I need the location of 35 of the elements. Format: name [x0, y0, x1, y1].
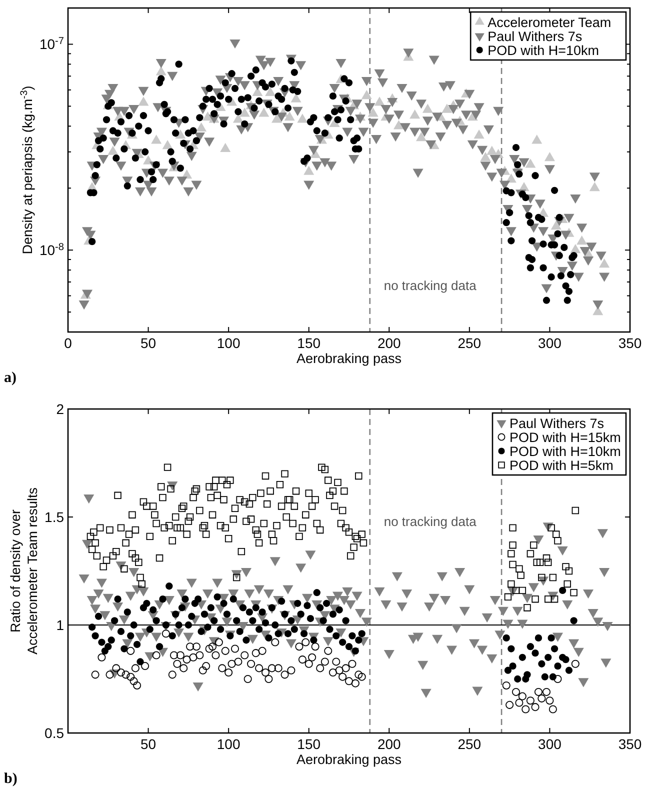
legend-label: Accelerometer Team: [488, 15, 612, 30]
ref-line-label: no tracking data: [384, 514, 478, 529]
x-tick-label: 50: [140, 736, 156, 752]
y-tick-label: 0.5: [44, 725, 64, 741]
x-tick-label: 50: [140, 335, 156, 351]
x-tick-label: 100: [216, 736, 240, 752]
legend-label: POD with H=10km: [510, 444, 621, 459]
x-tick-label: 150: [297, 736, 321, 752]
text: b): [4, 771, 18, 787]
legend-label: POD with H=5km: [510, 458, 614, 473]
y-tick-label: 1: [56, 617, 64, 633]
legend-label: Paul Withers 7s: [510, 416, 604, 431]
legend-label: POD with H=15km: [510, 430, 621, 445]
x-tick-label: 300: [538, 736, 562, 752]
x-tick-label: 250: [458, 335, 482, 351]
x-tick-label: 350: [618, 335, 642, 351]
x-tick-label: 200: [377, 335, 402, 351]
legend-label: Paul Withers 7s: [488, 29, 582, 44]
x-axis-title: Aerobraking pass: [296, 351, 402, 366]
x-tick-label: 0: [64, 335, 72, 351]
x-tick-label: 250: [458, 736, 482, 752]
y-tick-label: 2: [56, 401, 64, 417]
x-tick-label: 300: [538, 335, 562, 351]
y-axis-title: Ratio of density over Accelerometer Team results: [8, 487, 40, 655]
y-tick-label: 1.5: [44, 509, 64, 525]
x-axis-title: Aerobraking pass: [296, 752, 402, 767]
x-tick-label: 150: [297, 335, 321, 351]
x-tick-label: 200: [377, 736, 402, 752]
y-tick-label: 10$^{-8}$: [39, 242, 64, 258]
ref-line-label: no tracking data: [384, 278, 478, 294]
x-tick-label: 350: [618, 736, 642, 752]
text: a): [4, 370, 16, 386]
legend-label: POD with H=10km: [488, 43, 600, 58]
y-tick-label: 10$^{-7}$: [39, 36, 64, 52]
x-tick-label: 100: [216, 335, 240, 351]
